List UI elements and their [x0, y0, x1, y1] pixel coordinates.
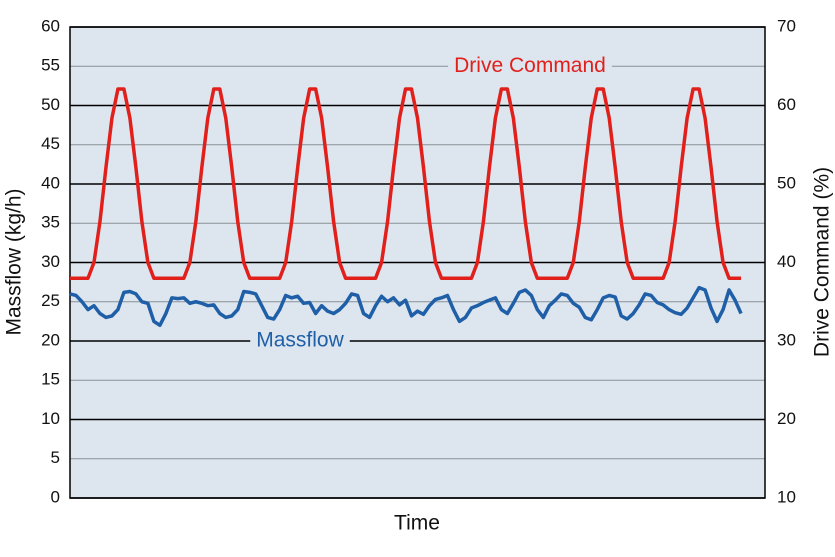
y-tick-label: 15: [41, 370, 60, 389]
y-tick-label: 40: [41, 173, 60, 192]
legend-label: Drive Command: [454, 54, 606, 77]
y-tick-label: 45: [41, 134, 60, 153]
y-tick-label: 20: [41, 330, 60, 349]
x-axis-label: Time: [394, 512, 440, 535]
y-tick-label: 0: [51, 487, 60, 506]
y-tick-label: 5: [51, 448, 60, 467]
y-tick-label: 35: [41, 213, 60, 232]
y-tick-label: 30: [41, 252, 60, 271]
y2-tick-label: 10: [777, 487, 796, 506]
y-tick-label: 55: [41, 56, 60, 75]
y-axis-label: Massflow (kg/h): [3, 188, 26, 335]
y2-tick-label: 70: [777, 16, 796, 35]
y2-tick-label: 20: [777, 409, 796, 428]
y-tick-label: 25: [41, 291, 60, 310]
y2-tick-label: 60: [777, 95, 796, 114]
y-tick-label: 10: [41, 409, 60, 428]
legend-label: Massflow: [256, 329, 344, 352]
plot-border: [69, 26, 766, 499]
y2-axis-label: Drive Command (%): [811, 167, 834, 357]
series-line: [70, 87, 742, 280]
y2-tick-label: 50: [777, 173, 796, 192]
series-line: [69, 285, 743, 328]
y-tick-label: 60: [41, 16, 60, 35]
y2-tick-label: 30: [777, 330, 796, 349]
y2-tick-label: 40: [777, 252, 796, 271]
y-tick-label: 50: [41, 95, 60, 114]
legend-label-bg: [250, 329, 350, 353]
legend-label-bg: [448, 54, 612, 79]
